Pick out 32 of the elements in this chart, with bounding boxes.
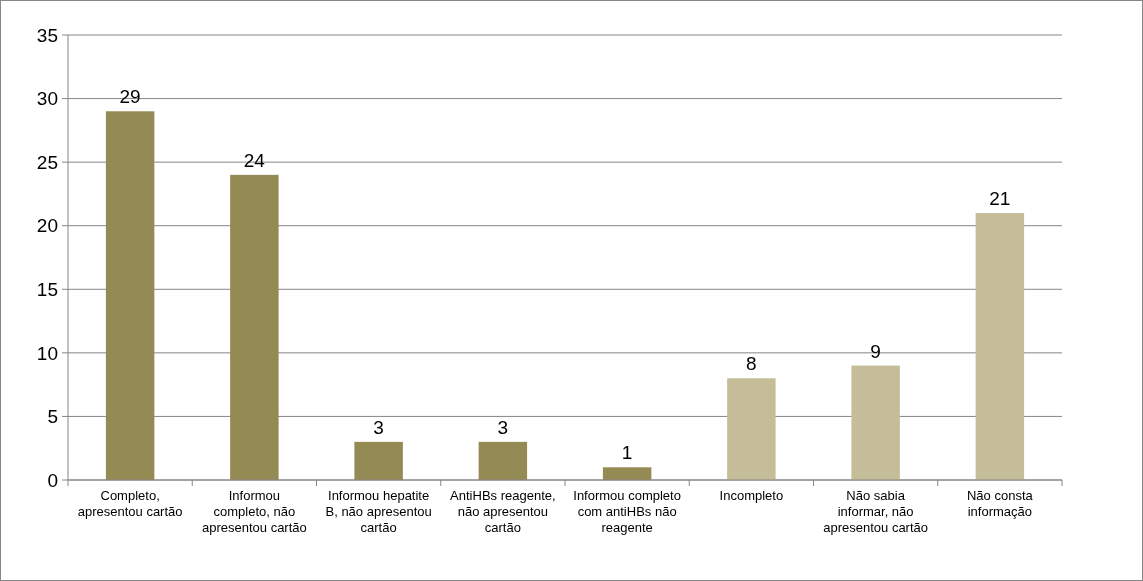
y-tick-label: 10 (36, 342, 58, 364)
data-label: 21 (989, 188, 1011, 209)
bar (851, 365, 900, 480)
y-tick-label: 5 (47, 406, 58, 428)
data-label: 1 (621, 442, 633, 464)
bar (478, 441, 528, 480)
bar (354, 441, 403, 480)
x-tick-label: Informou completo com antiHBs não reagente (573, 488, 681, 535)
y-tick-label: 15 (36, 278, 58, 300)
x-tick-label: AntiHBs reagente, não apresentou cartão (450, 488, 556, 535)
y-tick-label: 30 (36, 88, 58, 110)
bar (727, 378, 776, 480)
x-tick-label: Completo, apresentou cartão (77, 488, 183, 519)
x-tick-label: Não sabia informar, não apresentou cartão (823, 488, 929, 535)
bar (230, 174, 279, 480)
y-tick-label: 35 (36, 24, 58, 46)
data-label: 8 (746, 353, 757, 375)
y-tick-label: 25 (36, 151, 58, 173)
data-label: 3 (497, 416, 509, 438)
x-tick-label: Incompleto (719, 488, 784, 503)
bar (105, 111, 155, 480)
x-tick-label: Não consta informação (966, 488, 1034, 519)
x-tick-label: Informou completo, não apresentou cartão (201, 488, 307, 535)
data-label: 29 (119, 86, 141, 108)
data-label: 3 (373, 416, 384, 438)
bar (975, 213, 1025, 480)
data-label: 24 (243, 149, 266, 171)
x-tick-label: Informou hepatite B, não apresentou cartão (325, 488, 432, 535)
y-tick-label: 0 (47, 469, 58, 491)
bar (602, 467, 652, 480)
y-tick-label: 20 (36, 215, 58, 237)
data-label: 9 (870, 340, 881, 362)
